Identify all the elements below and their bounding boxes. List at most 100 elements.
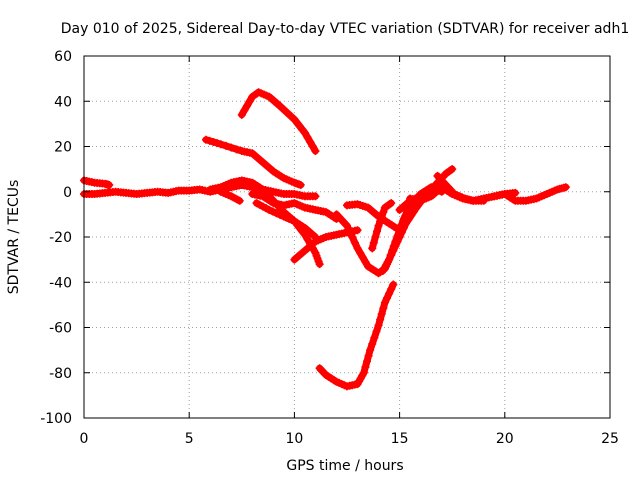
- data-point: [393, 237, 402, 246]
- y-tick-label: -60: [49, 321, 72, 337]
- data-point: [399, 223, 408, 232]
- data-point: [222, 141, 231, 150]
- data-point: [361, 363, 370, 372]
- data-point: [374, 221, 383, 230]
- y-tick-label: 20: [54, 140, 72, 156]
- data-point: [216, 140, 225, 149]
- data-point: [479, 196, 488, 205]
- data-point: [303, 133, 312, 142]
- data-point: [353, 244, 362, 253]
- series-s3: [237, 88, 320, 156]
- data-point: [371, 233, 380, 241]
- series-s7: [252, 199, 320, 241]
- series-s12: [368, 199, 396, 253]
- data-point: [243, 101, 252, 110]
- y-tick-label: 60: [54, 49, 72, 65]
- y-tick-label: -20: [49, 230, 72, 246]
- x-tick-label: 10: [285, 431, 303, 447]
- data-point: [379, 208, 388, 217]
- data-point: [370, 333, 379, 342]
- data-point: [377, 212, 386, 221]
- series-s6: [216, 187, 244, 205]
- data-point: [372, 227, 381, 236]
- data-point: [315, 260, 324, 269]
- data-point: [348, 233, 357, 241]
- data-point: [265, 205, 274, 214]
- data-point: [235, 196, 244, 205]
- x-tick-label: 0: [80, 431, 89, 447]
- data-point: [361, 257, 370, 266]
- data-point: [209, 137, 218, 146]
- data-point: [561, 183, 570, 192]
- data-point: [377, 309, 386, 318]
- y-tick-label: -100: [40, 411, 72, 427]
- data-point: [276, 210, 285, 219]
- series-s17: [433, 171, 488, 205]
- data-point: [359, 368, 368, 377]
- data-point: [368, 339, 377, 348]
- x-axis-label: GPS time / hours: [286, 458, 403, 474]
- data-point: [385, 255, 394, 264]
- data-points: [80, 88, 570, 391]
- series-s15: [315, 280, 398, 391]
- x-tick-label: 20: [496, 431, 514, 447]
- data-point: [300, 128, 309, 137]
- data-point: [311, 192, 320, 201]
- data-point: [362, 357, 371, 366]
- data-point: [511, 188, 520, 197]
- data-point: [372, 327, 381, 336]
- data-point: [368, 244, 377, 253]
- y-tick-label: 40: [54, 94, 72, 110]
- data-point: [353, 226, 362, 235]
- data-point: [389, 246, 398, 255]
- x-tick-label: 5: [185, 431, 194, 447]
- data-point: [389, 280, 398, 289]
- data-point: [232, 145, 241, 154]
- data-point: [380, 298, 389, 307]
- data-point: [448, 165, 457, 174]
- series-s4: [202, 135, 305, 189]
- data-point: [237, 110, 246, 119]
- data-point: [356, 248, 365, 257]
- data-point: [202, 135, 211, 144]
- data-point: [395, 233, 404, 241]
- data-point: [320, 369, 329, 378]
- data-point: [343, 221, 351, 230]
- data-point: [311, 147, 320, 156]
- data-point: [308, 142, 317, 151]
- data-point: [387, 285, 396, 294]
- data-point: [379, 304, 388, 313]
- data-point: [306, 137, 315, 146]
- data-point: [240, 106, 249, 115]
- data-point: [364, 351, 373, 360]
- y-tick-label: 0: [63, 185, 72, 201]
- data-point: [105, 180, 114, 189]
- data-point: [345, 227, 354, 236]
- data-point: [358, 253, 367, 262]
- data-point: [376, 217, 385, 226]
- data-point: [385, 200, 394, 209]
- data-point: [387, 199, 396, 208]
- data-point: [397, 228, 406, 237]
- data-point: [391, 242, 400, 251]
- y-tick-label: -40: [49, 275, 72, 291]
- data-point: [446, 166, 455, 175]
- x-tick-label: 15: [391, 431, 409, 447]
- data-point: [303, 235, 312, 244]
- series-s8: [248, 190, 341, 223]
- data-point: [350, 238, 359, 247]
- data-point: [369, 238, 378, 247]
- y-axis-label: SDTVAR / TECUs: [6, 180, 22, 295]
- data-point: [385, 289, 394, 298]
- data-point: [387, 251, 396, 260]
- data-point: [227, 143, 236, 152]
- data-point: [268, 207, 277, 216]
- data-point: [205, 136, 214, 145]
- chart-title: Day 010 of 2025, Sidereal Day-to-day VTE…: [61, 21, 629, 37]
- data-point: [245, 97, 254, 106]
- x-tick-label: 25: [601, 431, 619, 447]
- data-point: [376, 315, 385, 324]
- axis-ticks: 0 5 10 15 20 25 -100 -80 -60 -40 -20 0 20 40 60: [40, 49, 619, 447]
- data-point: [382, 294, 391, 303]
